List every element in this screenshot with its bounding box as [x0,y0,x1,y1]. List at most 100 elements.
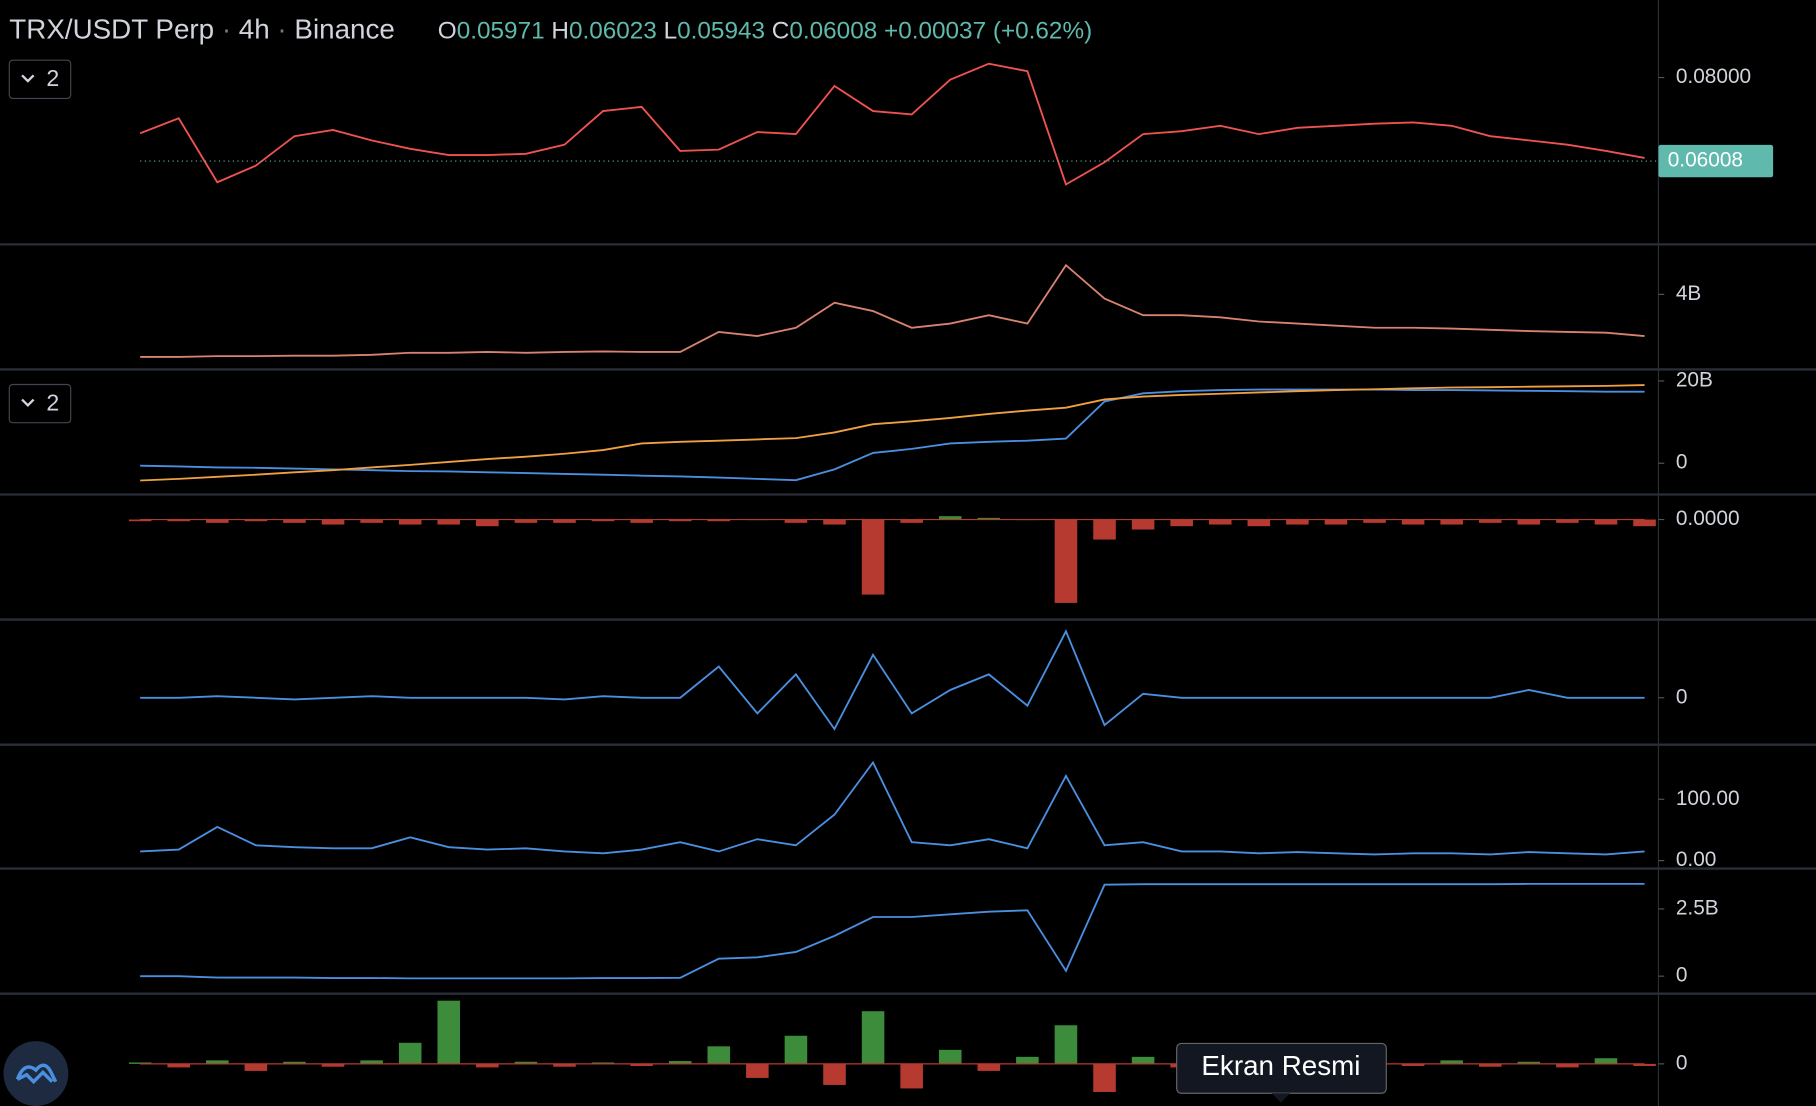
histogram-bar [1556,1063,1579,1068]
histogram-bar [938,1049,962,1064]
last-price-box [1658,144,1774,178]
separator: · [270,14,295,45]
histogram-bar [128,1062,152,1064]
histogram-bar [1556,519,1579,523]
chart-legend: TRX/USDT Perp · 4h · Binance [9,14,395,45]
series-line [140,629,1645,731]
logo-icon[interactable] [15,1063,58,1085]
histogram-bar [1363,519,1386,523]
histogram-bar [1054,1025,1078,1064]
histogram-bar [1440,1060,1463,1064]
histogram-bar [476,519,499,527]
ohlc-value: 0.05943 [677,18,765,45]
tooltip-arrow [1271,1093,1291,1103]
interval: 4h [239,14,270,45]
histogram-bar [591,1062,615,1064]
histogram-bar [206,519,229,523]
y-tick-label: 100.00 [1676,787,1740,810]
histogram-bar [823,1063,846,1085]
y-tick-label: 0 [1676,685,1688,708]
histogram-bar [553,519,576,523]
button-label[interactable]: 2 [46,65,59,91]
series-line [140,263,1645,358]
histogram-bar [1633,1063,1656,1066]
y-tick-label: 0 [1676,451,1688,474]
button-frame[interactable] [8,59,72,100]
histogram-bar [1401,1063,1425,1066]
histogram-bar [321,1063,345,1067]
histogram-bar [244,1063,268,1071]
separator: · [214,14,239,45]
ohlc-key: H [551,18,569,45]
exchange: Binance [294,14,394,45]
histogram-bar [283,519,306,523]
y-tick-label: 0.0000 [1676,507,1740,530]
ohlc-value: 0.06008 [789,18,877,45]
histogram-bar [1324,519,1348,525]
histogram-bar [746,1063,769,1078]
ohlc-legend: O0.05971 H0.06023 L0.05943 C0.06008 +0.0… [438,18,1092,45]
histogram-bar [321,519,345,525]
ohlc-key: O [438,18,457,45]
histogram-bar [591,519,615,522]
ohlc-value: 0.06023 [569,18,657,45]
histogram-bar [707,519,731,522]
histogram-bar [283,1061,306,1064]
histogram-bar [900,1063,923,1089]
histogram-bar [630,519,653,523]
histogram-bar [1633,519,1656,527]
histogram-bar [1170,519,1193,527]
histogram-bar [398,1042,422,1064]
ohlc-key: C [772,18,790,45]
y-tick-label: 0.08000 [1676,65,1751,88]
histogram-bar [437,1000,461,1064]
histogram-bar [900,519,923,523]
histogram-bar [668,519,692,522]
histogram-bar [514,1061,538,1064]
histogram-bar [1016,1056,1039,1064]
histogram-bar [1478,519,1502,523]
tooltip-text: Ekran Resmi [1201,1050,1360,1081]
histogram-bar [476,1063,499,1068]
histogram-bar [1093,519,1116,540]
histogram-bar [861,1011,885,1064]
histogram-bar [167,1063,191,1068]
collapse-button[interactable]: 2 [8,383,72,424]
ohlc-value: 0.05971 [457,18,545,45]
histogram-bar [1478,1063,1502,1067]
symbol: TRX/USDT Perp [9,14,214,45]
histogram-bar [514,519,538,523]
histogram-bar [1286,519,1309,525]
histogram-bar [861,519,885,595]
histogram-bar [244,519,268,522]
button-label[interactable]: 2 [46,389,59,415]
collapse-button[interactable]: 2 [8,59,72,100]
histogram-bar [668,1061,692,1064]
series-line [139,62,1645,186]
chevron[interactable] [21,74,35,83]
series-line [140,384,1645,482]
y-tick-label: 4B [1676,282,1701,305]
histogram-bar [938,516,962,520]
histogram-bar [1093,1063,1116,1092]
button-frame[interactable] [8,383,72,424]
histogram-bar [1440,519,1463,525]
logo[interactable] [3,1041,69,1106]
histogram-bar [437,519,461,525]
histogram-bar [1401,519,1425,525]
chevron[interactable] [21,398,35,407]
y-tick-label: 0 [1676,964,1688,987]
series-line [140,882,1645,980]
histogram-bar [360,1060,383,1064]
histogram-bar [1594,519,1618,525]
histogram-bar [1131,519,1155,530]
y-tick-label: 0.00 [1676,848,1717,871]
histogram-bar [1131,1056,1155,1064]
histogram-bar [360,519,383,523]
histogram-bar [206,1060,229,1064]
logo-circle[interactable] [3,1041,69,1106]
histogram-bar [1517,1061,1541,1064]
histogram-bar [1208,519,1232,525]
histogram-bar [630,1063,653,1066]
